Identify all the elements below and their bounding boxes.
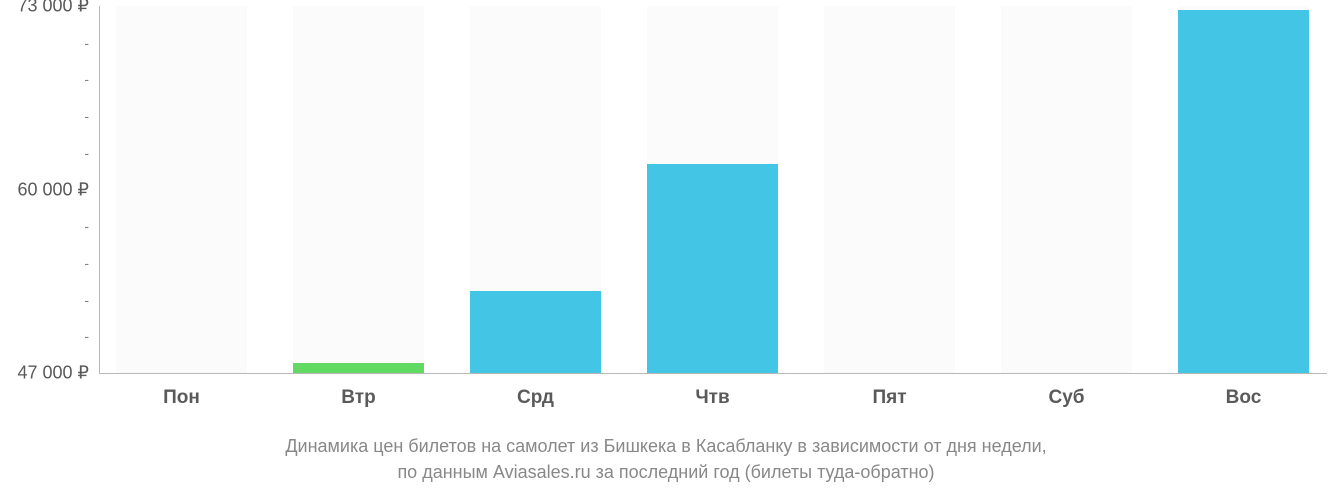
y-axis-minor-tick: -	[84, 218, 99, 234]
price-by-weekday-chart: Пон Втр Срд Чтв Пят Суб Вос 47 000 ₽ 60 000 ₽ 73 …	[0, 0, 1332, 502]
x-axis-label: Срд	[517, 373, 554, 409]
bar-slot	[647, 6, 778, 373]
bar-background	[116, 6, 247, 373]
y-axis-minor-tick: -	[84, 292, 99, 308]
caption-line: по данным Aviasales.ru за последний год …	[0, 459, 1332, 485]
y-axis-minor-tick: -	[84, 108, 99, 124]
bar-background	[824, 6, 955, 373]
caption-line: Динамика цен билетов на самолет из Бишке…	[0, 433, 1332, 459]
bar-slot	[824, 6, 955, 373]
y-axis-minor-tick: -	[84, 255, 99, 271]
bar-background	[293, 6, 424, 373]
y-axis-line	[99, 6, 100, 373]
x-axis-line	[99, 373, 1327, 374]
x-axis-label: Вос	[1226, 373, 1262, 409]
bar-slot	[1001, 6, 1132, 373]
bar-background	[1001, 6, 1132, 373]
y-axis-minor-tick: -	[84, 145, 99, 161]
price-bar	[470, 291, 601, 373]
x-axis-label: Суб	[1048, 373, 1084, 409]
y-axis-tick-label: 60 000 ₽	[17, 179, 99, 200]
y-axis-minor-tick: -	[84, 35, 99, 51]
x-axis-label: Втр	[341, 373, 375, 409]
bar-slot	[293, 6, 424, 373]
y-axis-minor-tick: -	[84, 328, 99, 344]
x-axis-label: Чтв	[695, 373, 729, 409]
price-bar	[647, 164, 778, 373]
x-axis-label: Пят	[872, 373, 906, 409]
y-axis-minor-tick: -	[84, 71, 99, 87]
price-bar	[1178, 10, 1309, 373]
bar-slot	[470, 6, 601, 373]
y-axis-tick-label: 47 000 ₽	[17, 363, 99, 384]
chart-caption: Динамика цен билетов на самолет из Бишке…	[0, 433, 1332, 485]
plot-area: ПонВтрСрдЧтвПятСубВос47 000 ₽60 000 ₽73 …	[99, 6, 1327, 373]
y-axis-tick-label: 73 000 ₽	[17, 0, 99, 17]
bar-slot	[116, 6, 247, 373]
x-axis-label: Пон	[163, 373, 200, 409]
bar-slot	[1178, 6, 1309, 373]
price-bar	[293, 363, 424, 373]
